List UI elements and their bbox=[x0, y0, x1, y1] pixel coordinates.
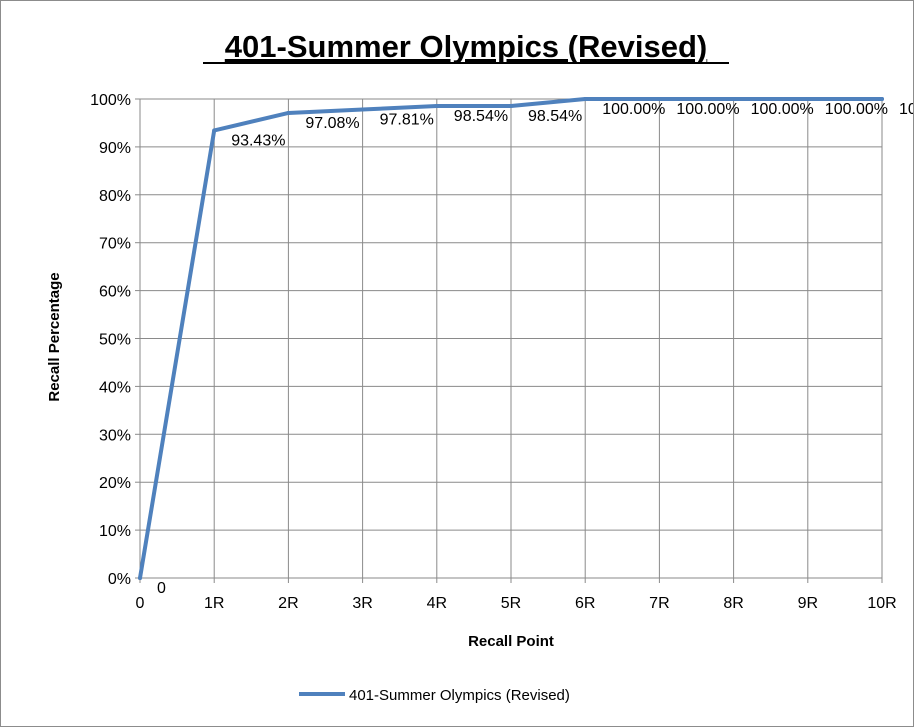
y-tick-label: 10% bbox=[99, 523, 131, 540]
y-tick-label: 40% bbox=[99, 379, 131, 396]
legend: 401-Summer Olympics (Revised) bbox=[299, 687, 570, 704]
data-point bbox=[657, 97, 662, 101]
y-tick-label: 70% bbox=[99, 236, 131, 253]
data-point bbox=[731, 97, 736, 101]
data-point bbox=[138, 576, 142, 580]
y-tick-label: 60% bbox=[99, 284, 131, 301]
data-point bbox=[212, 128, 217, 133]
data-label: 97.81% bbox=[380, 111, 434, 128]
legend-label: 401-Summer Olympics (Revised) bbox=[349, 687, 570, 704]
y-tick-label: 0% bbox=[108, 571, 131, 588]
x-tick-label: 3R bbox=[352, 595, 372, 612]
data-label: 97.08% bbox=[305, 115, 359, 132]
x-tick-label: 9R bbox=[798, 595, 818, 612]
data-label: 93.43% bbox=[231, 132, 285, 149]
y-tick-label: 90% bbox=[99, 140, 131, 157]
chart-title: 401-Summer Olympics (Revised) bbox=[225, 29, 707, 64]
data-point bbox=[509, 103, 513, 108]
y-tick-labels: 0% 10% 20% 30% 40% 50% 60% 70% 80% 90% 100% bbox=[90, 92, 131, 588]
data-label: 98.54% bbox=[454, 108, 508, 125]
y-tick-label: 100% bbox=[90, 92, 131, 109]
data-label: 100.00% bbox=[899, 101, 913, 118]
data-point bbox=[880, 97, 884, 101]
data-point bbox=[583, 97, 588, 101]
axes bbox=[135, 98, 883, 583]
data-point bbox=[434, 103, 439, 108]
y-tick-label: 30% bbox=[99, 427, 131, 444]
y-tick-label: 50% bbox=[99, 332, 131, 349]
x-tick-label: 10R bbox=[867, 595, 896, 612]
data-label: 100.00% bbox=[751, 101, 814, 118]
data-label: 100.00% bbox=[676, 101, 739, 118]
x-axis-title: Recall Point bbox=[468, 633, 554, 650]
x-tick-labels: 0 1R 2R 3R 4R 5R 6R 7R 8R 9R 10R bbox=[136, 595, 897, 612]
x-tick-label: 4R bbox=[427, 595, 447, 612]
data-point bbox=[805, 97, 810, 101]
x-tick-label: 7R bbox=[649, 595, 669, 612]
data-label: 100.00% bbox=[825, 101, 888, 118]
data-point bbox=[360, 107, 365, 112]
gridlines bbox=[140, 98, 883, 578]
data-label: 98.54% bbox=[528, 108, 582, 125]
data-label: 0 bbox=[157, 580, 166, 597]
y-tick-label: 80% bbox=[99, 188, 131, 205]
y-tick-label: 20% bbox=[99, 475, 131, 492]
y-axis-title: Recall Percentage bbox=[46, 272, 63, 401]
data-point bbox=[286, 110, 291, 115]
x-tick-label: 0 bbox=[136, 595, 145, 612]
x-tick-label: 8R bbox=[723, 595, 743, 612]
data-label: 100.00% bbox=[602, 101, 665, 118]
x-tick-label: 6R bbox=[575, 595, 595, 612]
series bbox=[138, 97, 884, 580]
x-tick-label: 5R bbox=[501, 595, 521, 612]
x-tick-label: 1R bbox=[204, 595, 224, 612]
data-labels: 0 93.43% 97.08% 97.81% 98.54% 98.54% 100.00% 10… bbox=[157, 101, 913, 597]
x-tick-label: 2R bbox=[278, 595, 298, 612]
